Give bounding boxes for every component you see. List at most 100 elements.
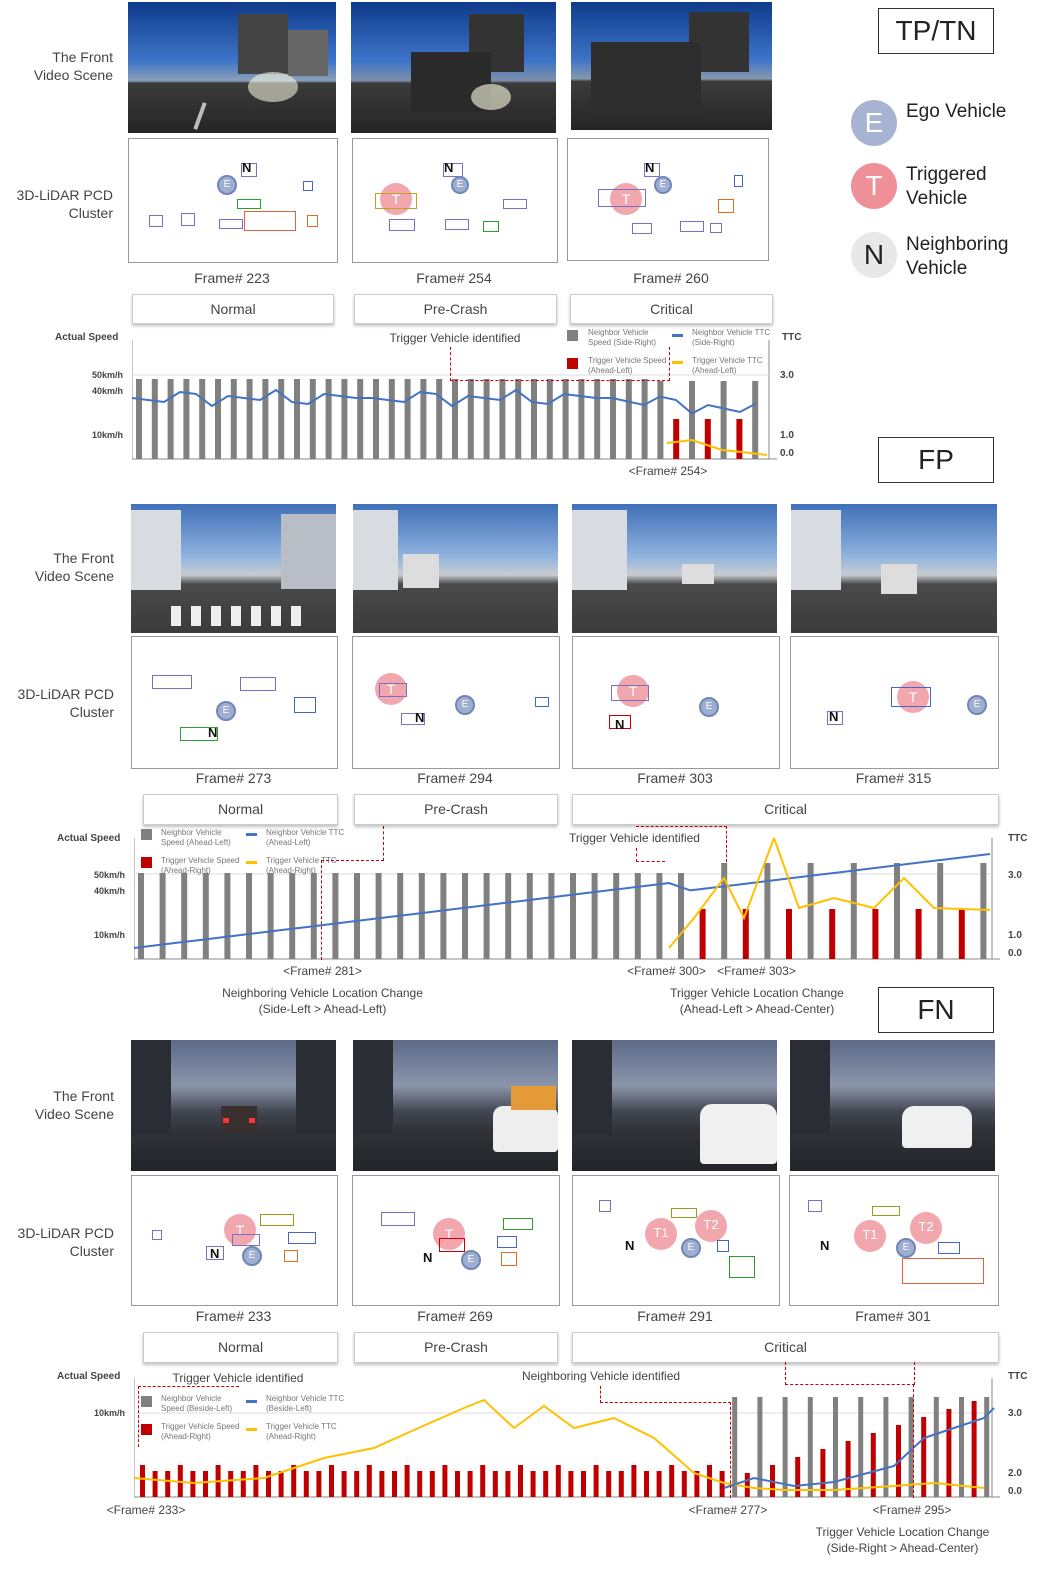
trigger-vehicle-marker: T1: [645, 1218, 677, 1250]
speed-bar: [329, 1465, 334, 1497]
speed-bar: [720, 381, 727, 459]
frame-label: Frame# 303: [637, 770, 713, 786]
ego-legend-icon: E: [851, 100, 897, 146]
video-scene: [131, 504, 336, 633]
neighbor-vehicle-marker: N: [210, 1246, 220, 1261]
speed-bar: [341, 1471, 347, 1497]
speed-bar: [757, 1397, 763, 1497]
ttc-line: [132, 388, 757, 415]
phase-pre-crash: Pre-Crash: [354, 1332, 558, 1363]
trigger-vehicle-marker: T: [375, 673, 407, 705]
lidar-pcd-panel: T E N: [572, 636, 780, 769]
trigger-vehicle-marker: T: [897, 681, 929, 713]
speed-bar: [980, 863, 987, 959]
speed-bar: [593, 1465, 599, 1497]
section-tag-fn: FN: [878, 987, 994, 1033]
lidar-pcd-panel: T E N: [790, 636, 999, 769]
frame-marker: <Frame# 233>: [106, 1503, 186, 1517]
neighbor-identified-annotation: Neighboring Vehicle identified: [521, 1369, 681, 1383]
speed-bar: [309, 379, 316, 459]
speed-bar: [870, 1433, 876, 1497]
speed-bar: [429, 1471, 435, 1497]
speed-bar: [744, 1473, 750, 1497]
annotation-leader-line: [600, 1386, 731, 1403]
legend-entry: Trigger Vehicle TTC (Ahead-Right): [266, 1422, 337, 1441]
annotation-leader-line: [138, 1386, 239, 1447]
speed-bar: [291, 1465, 297, 1497]
speed-bar: [656, 873, 663, 959]
y-tick-label: 50km/h: [92, 370, 124, 380]
speed-bar: [278, 1471, 284, 1497]
neighbor-vehicle-marker: N: [625, 1238, 635, 1253]
video-scene: [353, 1040, 558, 1171]
annotation-leader-line: [321, 860, 322, 960]
speed-bar: [634, 873, 641, 959]
speed-bar: [310, 873, 317, 959]
speed-bar: [278, 379, 285, 459]
speed-bar: [462, 873, 468, 959]
speed-bar: [452, 379, 458, 459]
speed-bar: [354, 1471, 360, 1497]
speed-bar: [644, 1471, 649, 1497]
legend-swatch: [567, 358, 578, 369]
neighbor-vehicle-marker: N: [444, 160, 454, 175]
speed-bar: [833, 1397, 838, 1497]
speed-bar: [267, 873, 274, 959]
speed-bar: [203, 1471, 208, 1497]
neighbor-vehicle-marker: N: [615, 717, 625, 732]
frame-label: Frame# 291: [637, 1308, 713, 1324]
frame-label: Frame# 294: [417, 770, 493, 786]
speed-bar: [625, 379, 632, 459]
speed-bar: [202, 873, 209, 959]
trigger-vehicle-marker: T: [610, 183, 642, 215]
legend-swatch: [141, 1424, 152, 1435]
y-tick-label: 50km/h: [94, 870, 126, 880]
lidar-pcd-panel: N E T: [567, 138, 769, 261]
speed-bar: [673, 419, 680, 459]
speed-bar: [570, 873, 576, 959]
video-scene: [572, 1040, 777, 1171]
legend-swatch: [246, 833, 257, 836]
legend-swatch: [141, 857, 152, 868]
legend-swatch: [246, 1400, 257, 1403]
neighbor-vehicle-marker: N: [208, 725, 218, 740]
speed-bar: [562, 379, 569, 459]
speed-bar: [829, 909, 836, 959]
legend-swatch: [141, 1396, 152, 1407]
ttc-axis-title: TTC: [782, 332, 802, 343]
ttc-tick-label: 0.0: [1008, 948, 1022, 959]
speed-bar: [246, 873, 252, 959]
speed-bar: [752, 381, 759, 459]
speed-bar: [971, 1401, 977, 1497]
frame-marker: <Frame# 303>: [717, 964, 796, 978]
row-label-video: The Front Video Scene: [34, 1088, 114, 1122]
ttc-tick-label: 1.0: [780, 430, 794, 441]
video-scene: [571, 2, 772, 130]
speed-bar: [689, 381, 695, 459]
speed-bar: [515, 379, 522, 459]
frame-marker: <Frame# 295>: [872, 1503, 952, 1517]
speed-bar: [894, 863, 900, 959]
speed-bar: [138, 873, 144, 959]
trigger-vehicle-marker: T: [617, 675, 649, 707]
speed-bar: [136, 379, 142, 459]
ego-vehicle-marker: E: [451, 176, 469, 194]
frame-label: Frame# 269: [417, 1308, 493, 1324]
speed-bar: [959, 1397, 964, 1497]
phase-pre-crash: Pre-Crash: [354, 294, 557, 324]
speed-bar: [418, 873, 425, 959]
ego-vehicle-marker: E: [699, 697, 719, 717]
speed-bar: [224, 873, 231, 959]
frame-label: Frame# 254: [416, 270, 492, 286]
speed-bar: [341, 379, 348, 459]
speed-bar: [782, 1397, 788, 1497]
speed-bar: [641, 379, 648, 459]
phase-critical: Critical: [572, 1332, 999, 1363]
speed-bar: [215, 379, 221, 459]
legend-entry: Neighbor Vehicle Speed (Side-Right): [588, 328, 657, 347]
ttc-tick-label: 0.0: [780, 448, 794, 459]
legend-swatch: [246, 1428, 257, 1431]
speed-bar: [373, 379, 379, 459]
ttc-axis-title: TTC: [1008, 833, 1028, 844]
trigger-identified-annotation: Trigger Vehicle identified: [569, 831, 700, 845]
